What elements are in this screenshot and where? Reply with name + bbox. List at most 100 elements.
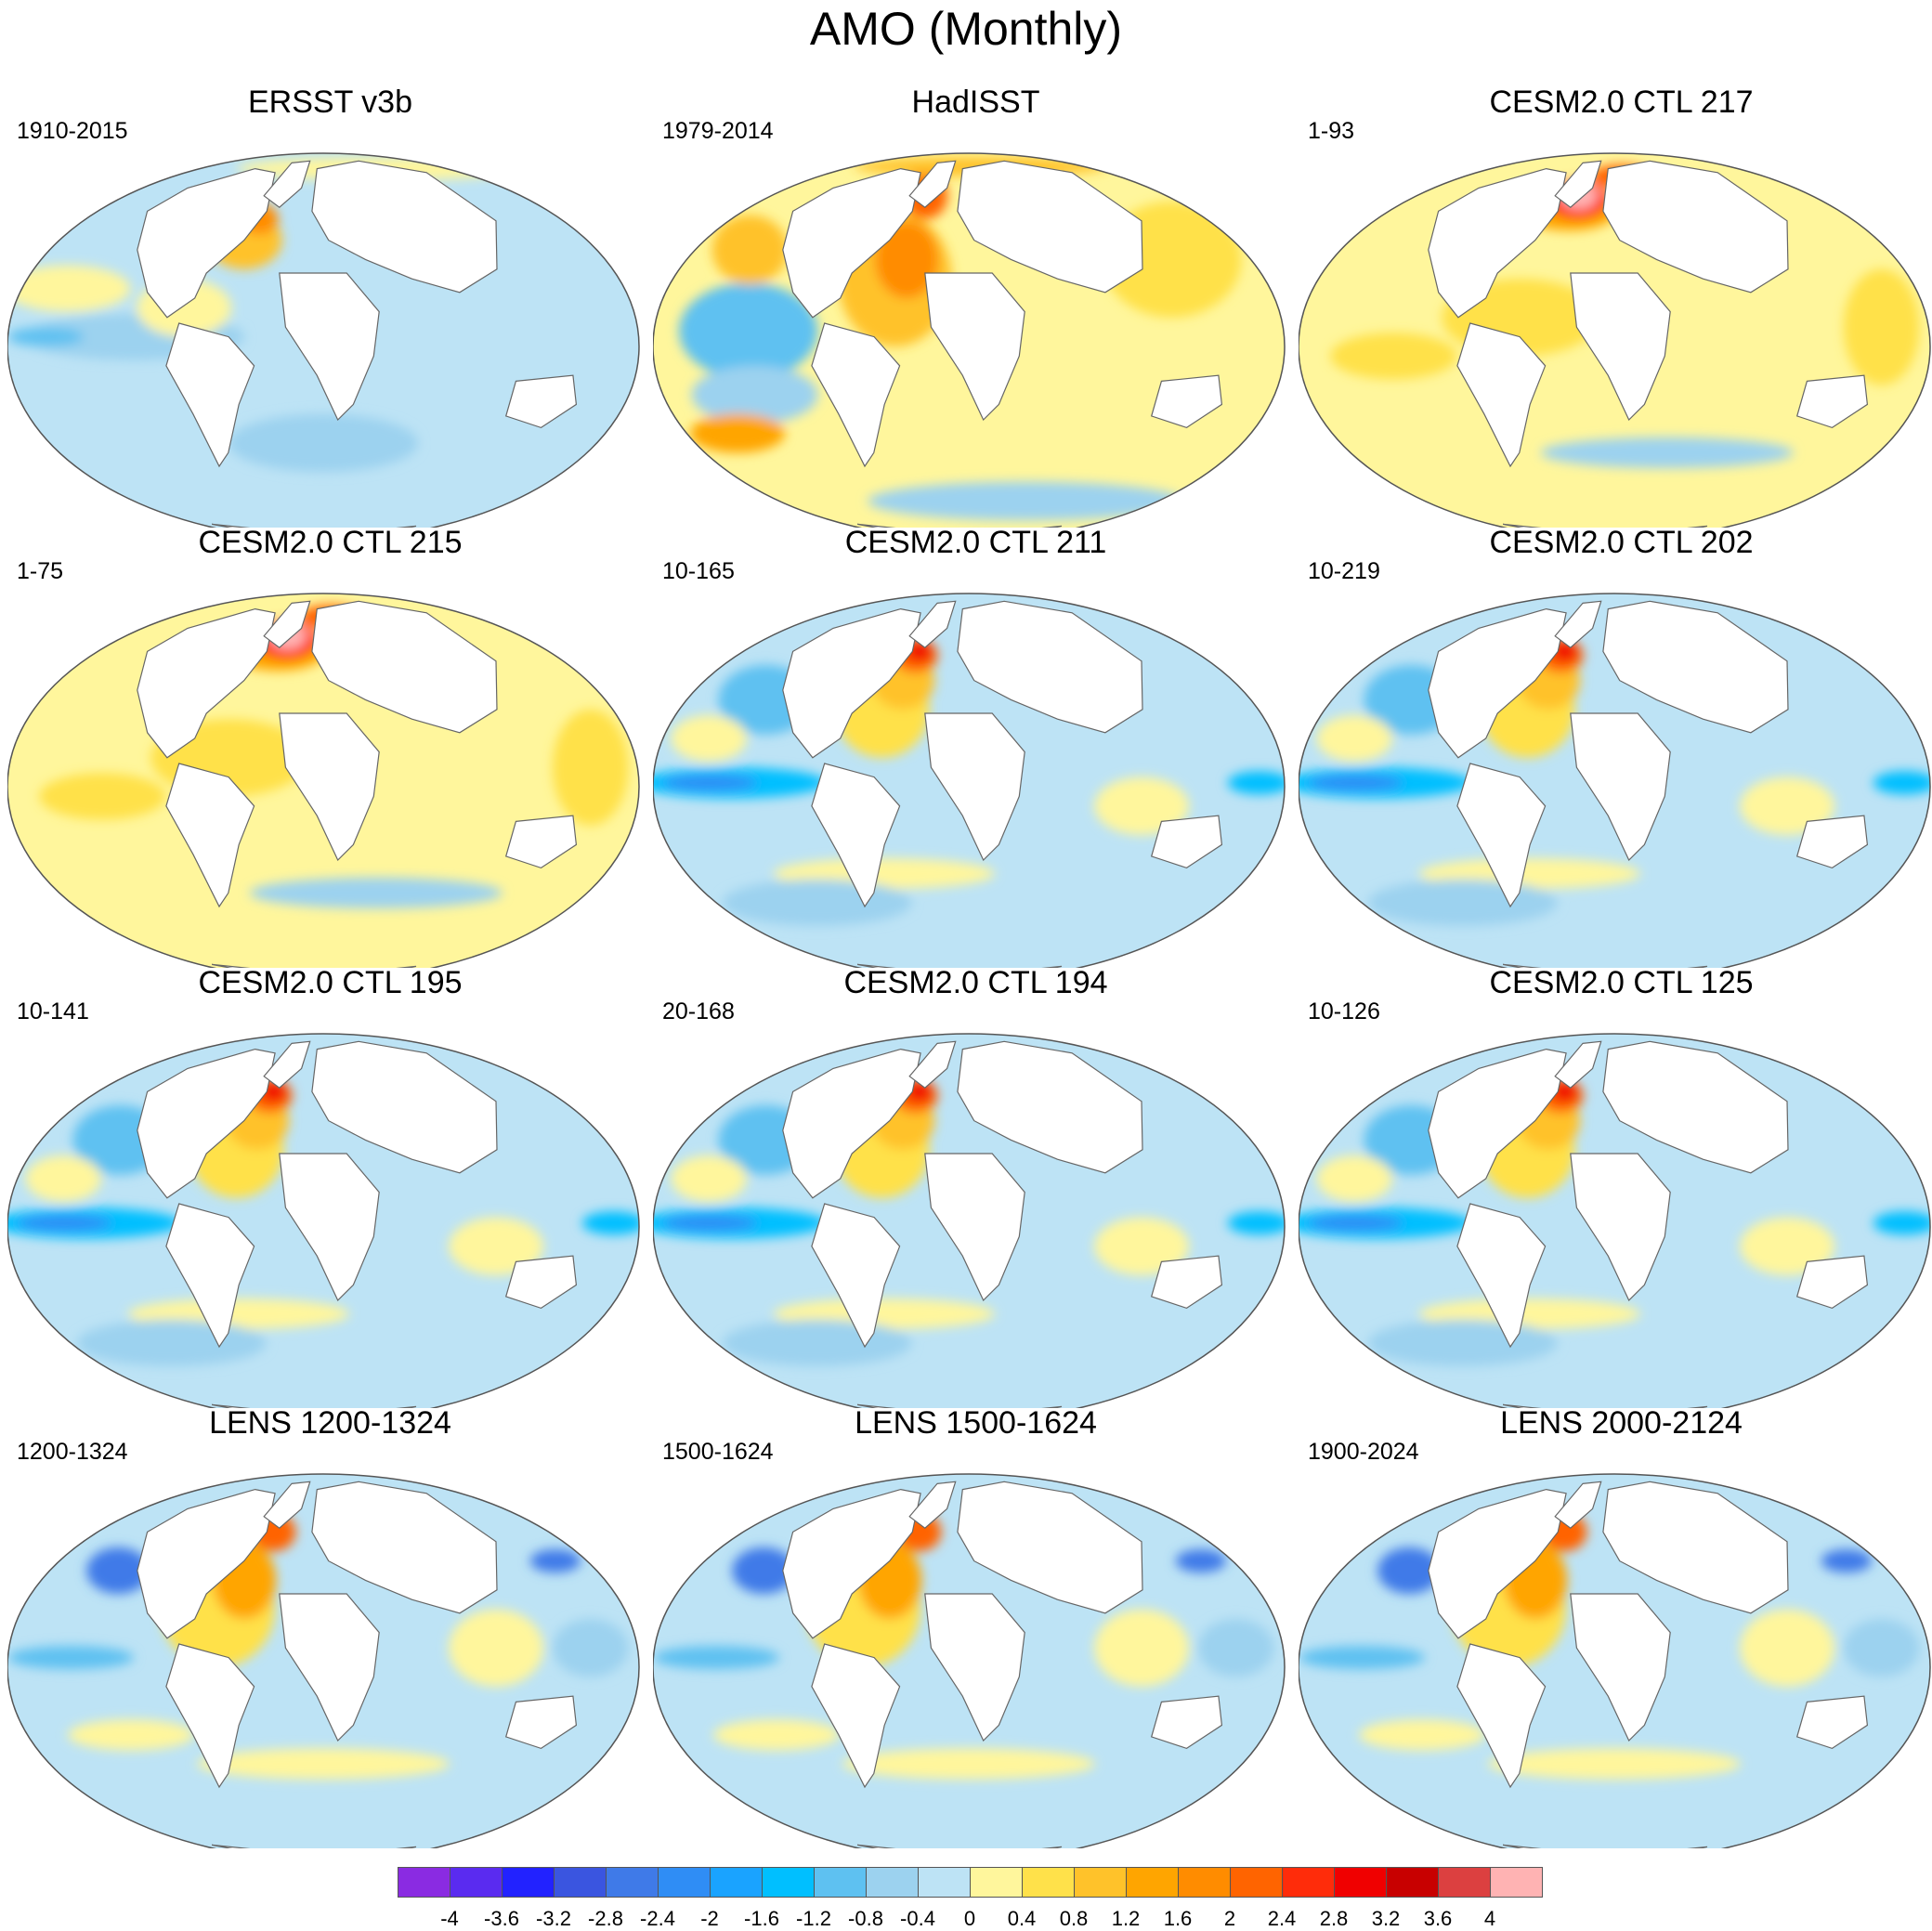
land-eurasia xyxy=(311,1040,498,1174)
anomaly-region xyxy=(552,1619,629,1677)
land-antarctica xyxy=(211,1403,417,1408)
anomaly-region xyxy=(671,715,747,762)
colorbar-tick-label: -3.2 xyxy=(536,1907,571,1930)
colorbar-tick-label: -2.8 xyxy=(588,1907,623,1930)
map-panel: CESM2.0 CTL 217 1-93 xyxy=(1299,85,1932,528)
world-map xyxy=(653,593,1286,968)
land-northAmerica xyxy=(1428,1048,1567,1199)
colorbar-cell xyxy=(866,1867,919,1898)
land-eurasia xyxy=(1602,1481,1789,1614)
map-panel: LENS 1200-1324 1200-1324 xyxy=(7,1405,653,1848)
land-eurasia xyxy=(311,1481,498,1614)
land-africa xyxy=(1570,272,1671,422)
anomaly-region xyxy=(7,265,131,312)
world-map xyxy=(653,1033,1286,1408)
land-southAmerica xyxy=(811,1203,901,1349)
anomaly-region xyxy=(1316,1155,1392,1202)
colorbar-cell xyxy=(710,1867,763,1898)
panel-title: CESM2.0 CTL 194 xyxy=(843,965,1108,1000)
anomaly-region xyxy=(679,282,818,380)
map-panel: CESM2.0 CTL 194 20-168 xyxy=(653,965,1299,1408)
anomaly-region xyxy=(529,1549,581,1573)
land-antarctica xyxy=(1502,1403,1708,1408)
land-eurasia xyxy=(1602,160,1789,294)
world-map xyxy=(653,152,1286,528)
anomaly-region xyxy=(7,1646,135,1670)
land-greenland xyxy=(1554,600,1602,648)
colorbar-cell xyxy=(398,1867,450,1898)
colorbar-cell xyxy=(762,1867,815,1898)
colorbar-tick-label: -0.4 xyxy=(900,1907,935,1930)
map-outline xyxy=(653,1033,1286,1408)
anomaly-region xyxy=(1299,1646,1426,1670)
land-southAmerica xyxy=(1456,322,1547,468)
anomaly-region xyxy=(711,215,789,285)
anomaly-region xyxy=(713,1719,840,1751)
land-africa xyxy=(279,272,380,422)
anomaly-region xyxy=(17,1215,112,1232)
land-greenland xyxy=(1554,160,1602,208)
panel-period: 1-93 xyxy=(1308,118,1355,144)
colorbar-tick-label: 0 xyxy=(963,1907,976,1930)
land-australia xyxy=(1150,374,1223,429)
land-southAmerica xyxy=(165,1203,255,1349)
colorbar-tick-label: 2 xyxy=(1223,1907,1236,1930)
map-outline xyxy=(1299,593,1931,968)
land-australia xyxy=(1150,815,1223,869)
anomaly-region xyxy=(662,1215,758,1232)
anomaly-region xyxy=(1308,775,1403,791)
map-panel: ERSST v3b 1910-2015 xyxy=(7,85,653,528)
land-eurasia xyxy=(957,600,1143,734)
anomaly-region xyxy=(722,1319,912,1366)
anomaly-region xyxy=(1197,1619,1274,1677)
anomaly-region xyxy=(722,879,912,926)
land-northAmerica xyxy=(782,1048,921,1199)
panel-title: HadISST xyxy=(911,85,1040,120)
map-panel: CESM2.0 CTL 215 1-75 xyxy=(7,525,653,968)
land-australia xyxy=(1150,1695,1223,1750)
colorbar-tick-label: 1.6 xyxy=(1163,1907,1193,1930)
land-africa xyxy=(924,712,1025,862)
land-southAmerica xyxy=(1456,1643,1547,1789)
panel-period: 10-165 xyxy=(662,558,735,584)
anomaly-region xyxy=(1094,1609,1190,1687)
map-outline xyxy=(653,593,1286,968)
panel-title: CESM2.0 CTL 211 xyxy=(844,525,1107,560)
world-map xyxy=(1299,1473,1931,1848)
land-africa xyxy=(924,272,1025,422)
colorbar-cell xyxy=(1386,1867,1439,1898)
land-australia xyxy=(1795,1255,1869,1310)
land-australia xyxy=(504,374,578,429)
anomaly-region xyxy=(1359,1719,1485,1751)
map-outline xyxy=(7,152,640,528)
anomaly-region xyxy=(875,220,939,298)
land-greenland xyxy=(263,600,311,648)
anomaly-region xyxy=(7,327,84,346)
land-northAmerica xyxy=(1428,167,1567,319)
colorbar-tick-label: -3.6 xyxy=(484,1907,519,1930)
land-antarctica xyxy=(1502,523,1708,528)
colorbar-tick-label: -1.2 xyxy=(796,1907,831,1930)
land-greenland xyxy=(263,160,311,208)
colorbar-cell xyxy=(814,1867,867,1898)
anomaly-region xyxy=(868,481,1184,521)
anomaly-region xyxy=(76,1319,267,1366)
anomaly-region xyxy=(1843,1619,1920,1677)
land-africa xyxy=(279,1153,380,1302)
panel-period: 10-126 xyxy=(1308,998,1380,1024)
land-southAmerica xyxy=(165,763,255,908)
land-greenland xyxy=(1554,1040,1602,1089)
land-northAmerica xyxy=(137,167,276,319)
anomaly-region xyxy=(1740,1609,1835,1687)
colorbar-tick-label: 2.8 xyxy=(1319,1907,1349,1930)
anomaly-region xyxy=(671,1155,747,1202)
colorbar-tick-label: 2.4 xyxy=(1267,1907,1297,1930)
anomaly-region xyxy=(86,1547,150,1594)
map-outline xyxy=(1299,1033,1931,1408)
anomaly-region xyxy=(1488,1748,1741,1780)
anomaly-region xyxy=(68,1719,194,1751)
anomaly-region xyxy=(1873,771,1930,795)
land-australia xyxy=(1150,1255,1223,1310)
anomaly-region xyxy=(552,709,629,826)
anomaly-region xyxy=(1377,1547,1442,1594)
